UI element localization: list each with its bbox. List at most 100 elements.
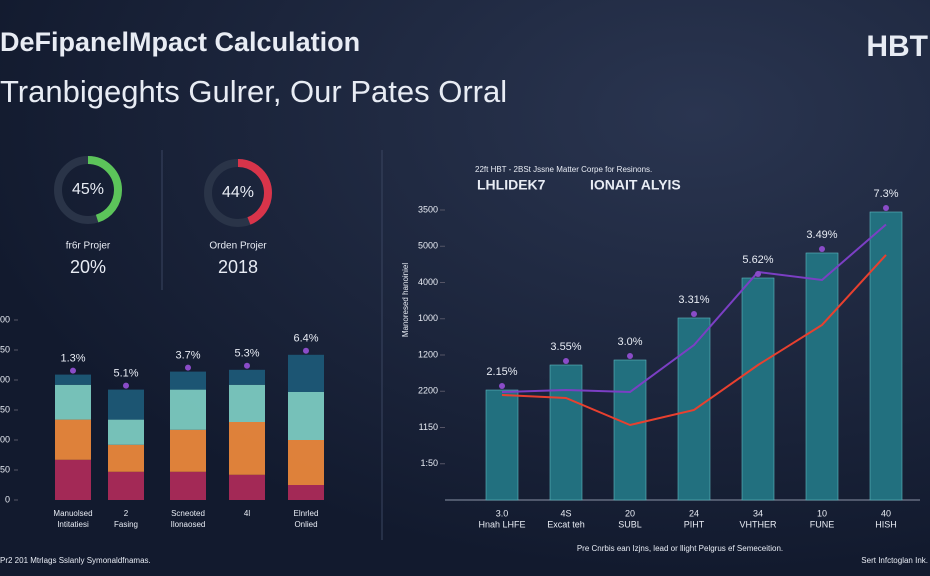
legend-label: IONAIT ALYIS [590,177,681,193]
gauge-figure: 20% [70,257,106,277]
bar-segment [170,389,206,430]
pin [883,204,889,211]
bar-segment [108,389,144,420]
footer-right: Sert Infctoglan Ink. [861,556,928,565]
bar-segment [55,374,91,385]
pin [627,353,633,360]
bar-segment [170,371,206,390]
bar [805,252,839,501]
gauge-arc [54,156,122,224]
bar [869,211,903,501]
y-tick-label: 150 [0,404,10,414]
chart-title: 22ft HBT - 2BSt Jssne Matter Corpe for R… [475,165,652,174]
bar-segment [108,419,144,445]
x-tick-label: 40 [881,508,891,518]
x-tick-label: FUNE [810,519,835,529]
x-tick-label: Manuolsed [53,509,92,518]
bar [613,359,647,501]
annotation: 1.3% [60,353,85,365]
x-tick-label: HISH [875,519,897,529]
y-tick-label: 1000 [418,313,438,323]
x-tick-label: Scneoted [171,509,205,518]
annotation: 5.3% [234,348,259,360]
x-tick-label: 20 [625,508,635,518]
line [501,223,887,394]
line [501,254,887,427]
y-tick-label: 50 [0,464,10,474]
annotation: 7.3% [873,188,898,200]
x-tick-label: PIHT [684,519,705,529]
gauge-figure: 2018 [218,257,258,277]
x-tick-label: Excat teh [547,519,585,529]
annotation: 3.55% [550,341,581,353]
annotation: 3.49% [806,229,837,241]
bar-segment [55,419,91,460]
bar-segment [229,422,265,475]
annotation: 3.0% [617,336,642,348]
y-tick-label: 1200 [418,349,438,359]
bar-segment [108,471,144,500]
x-tick-label: VHTHER [739,519,777,529]
x-tick-label: 4S [560,508,571,518]
gauge-label: 44% [222,184,254,201]
pin [819,245,825,252]
pin [499,383,505,390]
bar-segment [288,354,324,392]
pin [123,382,129,389]
annotation: 3.31% [678,294,709,306]
y-tick-label: 300 [0,314,10,324]
x-tick-label: Intitatiesi [57,520,89,529]
x-tick-label: Ilonaosed [171,520,206,529]
pin [303,347,309,354]
bar-segment [288,440,324,485]
y-tick-label: 250 [0,344,10,354]
gauge-caption: Orden Projer [209,241,267,252]
bar-segment [108,444,144,472]
y-tick-label: 5000 [418,241,438,251]
annotation: 6.4% [293,333,318,345]
x-tick-label: Fasing [114,520,138,529]
footer-left: Pr2 201 Mtrlags Sslanly Symonaldfnamas. [0,556,151,565]
x-tick-label: 2 [124,509,129,518]
bar-segment [55,384,91,420]
gauge-label: 45% [72,181,104,198]
gauge-caption: fr6r Projer [66,241,111,252]
annotation: 3.7% [175,350,200,362]
pin [755,271,761,278]
annotation: 5.62% [742,254,773,266]
bar-segment [55,459,91,500]
bar-segment [288,392,324,440]
bar-segment [288,485,324,500]
footer-center: Pre Cnrbis ean Izjns, lead or llight Pel… [577,544,783,553]
annotation: 2.15% [486,366,517,378]
gauge-arc [204,159,272,227]
y-tick-label: 0 [5,494,10,504]
y-tick-label: 100 [0,434,10,444]
bar [549,364,583,501]
x-tick-label: 4l [244,509,250,518]
x-tick-label: Onlied [294,520,317,529]
y-tick-label: 200 [0,374,10,384]
annotation: 5.1% [113,368,138,380]
y-tick-label: 3500 [418,204,438,214]
bar-segment [229,369,265,385]
x-tick-label: 10 [817,508,827,518]
logo: HBT [866,30,928,63]
y-axis-label: Manoresed hanoiniel [401,263,410,337]
x-tick-label: SUBL [618,519,642,529]
x-tick-label: Elnrled [294,509,319,518]
legend-label: LHLIDEK7 [477,177,546,193]
y-tick-label: 2200 [418,386,438,396]
bar [485,389,519,501]
bar-segment [229,474,265,500]
y-tick-label: 4000 [418,277,438,287]
pin [563,358,569,365]
bar [741,277,775,501]
x-tick-label: 24 [689,508,699,518]
pin [691,310,697,317]
subtitle: Tranbigeghts Gulrer, Our Pates Orral [0,74,507,109]
x-tick-label: Hnah LHFE [478,519,525,529]
bar-segment [229,384,265,422]
